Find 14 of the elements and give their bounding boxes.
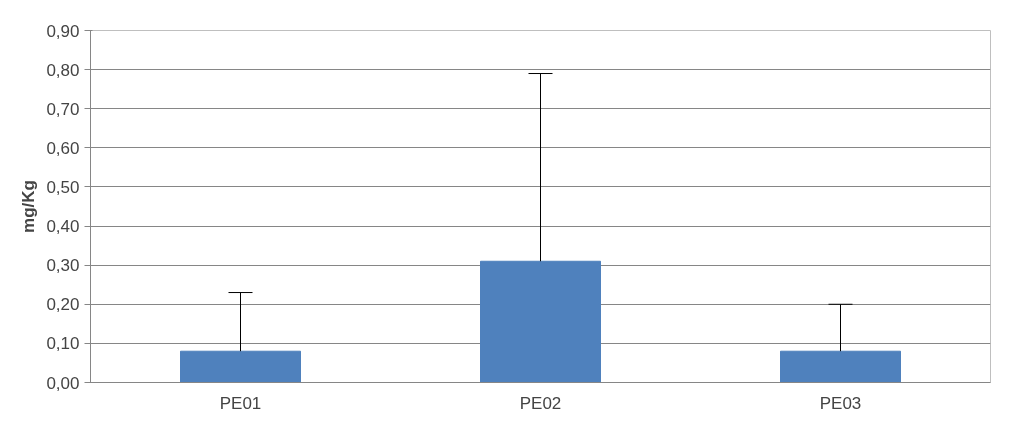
y-tick-label: 0,10 bbox=[46, 334, 80, 354]
y-tick-label: 0,40 bbox=[46, 217, 80, 237]
y-tick-label: 0,80 bbox=[46, 60, 80, 80]
y-axis-title: mg/Kg bbox=[19, 180, 39, 233]
x-tick-label: PE01 bbox=[219, 393, 262, 413]
x-tick-label: PE02 bbox=[519, 393, 562, 413]
y-tick-label: 0,60 bbox=[46, 138, 80, 158]
x-tick-label: PE03 bbox=[819, 393, 862, 413]
y-tick-label: 0,50 bbox=[46, 177, 80, 197]
y-tick-label: 0,70 bbox=[46, 99, 80, 119]
y-tick-label: 0,20 bbox=[46, 295, 80, 315]
y-tick-label: 0,30 bbox=[46, 256, 80, 276]
y-tick-label: 0,90 bbox=[46, 21, 80, 41]
y-tick-label: 0,00 bbox=[46, 373, 80, 393]
